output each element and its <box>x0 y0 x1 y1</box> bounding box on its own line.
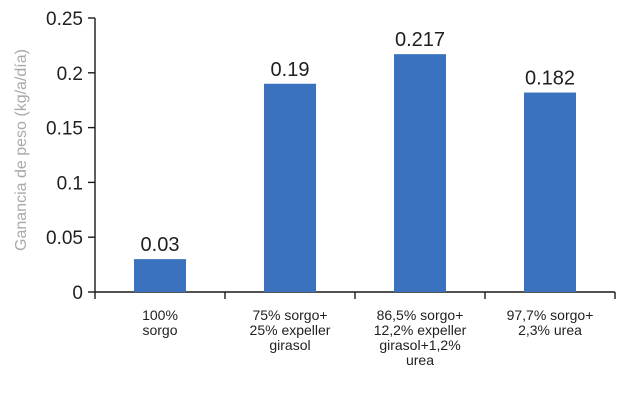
x-tick-labels: 100% sorgo 75% sorgo+ 25% expeller girasol 86… <box>142 307 593 368</box>
bar <box>134 259 186 292</box>
data-label: 0.217 <box>395 29 445 51</box>
data-label: 0.182 <box>525 68 575 90</box>
bars <box>134 54 576 292</box>
x-tick-label-line: 100% <box>142 307 178 323</box>
x-tick-label-line: 86,5% sorgo+ <box>377 307 464 323</box>
bar <box>264 83 316 292</box>
data-label: 0.19 <box>271 59 310 81</box>
x-tick-label-line: 75% sorgo+ <box>252 307 327 323</box>
x-tick-label-line: 2,3% urea <box>518 322 582 338</box>
x-tick-label-line: 25% expeller <box>250 322 331 338</box>
bar <box>394 54 446 292</box>
x-tick-label: 86,5% sorgo+ 12,2% expeller girasol+1,2% ur… <box>374 307 467 368</box>
y-tick-label: 0.05 <box>46 228 83 249</box>
bar <box>524 92 576 292</box>
y-tick-label: 0.1 <box>57 173 83 194</box>
axes: 0 0.05 0.1 0.15 0.2 0.25 <box>46 9 616 304</box>
x-tick-label: 75% sorgo+ 25% expeller girasol <box>250 307 331 353</box>
data-labels: 0.03 0.19 0.217 0.182 <box>141 29 576 256</box>
x-tick-label-line: 12,2% expeller <box>374 322 467 338</box>
x-tick-label-line: girasol <box>269 337 310 353</box>
x-tick-label: 97,7% sorgo+ 2,3% urea <box>507 307 594 338</box>
x-tick-label: 100% sorgo <box>142 307 178 338</box>
y-axis-label-group: Ganancia de peso (kg/a/día) <box>13 49 30 251</box>
data-label: 0.03 <box>141 234 180 256</box>
x-tick-label-line: sorgo <box>142 322 177 338</box>
y-tick-label: 0.15 <box>46 119 83 140</box>
y-tick-label: 0 <box>72 283 83 304</box>
x-tick-label-line: girasol+1,2% <box>379 337 460 353</box>
x-tick-label-line: urea <box>406 352 434 368</box>
y-tick-label: 0.2 <box>57 64 83 85</box>
y-tick-label: 0.25 <box>46 9 83 30</box>
x-tick-label-line: 97,7% sorgo+ <box>507 307 594 323</box>
y-axis-label: Ganancia de peso (kg/a/día) <box>13 49 30 251</box>
